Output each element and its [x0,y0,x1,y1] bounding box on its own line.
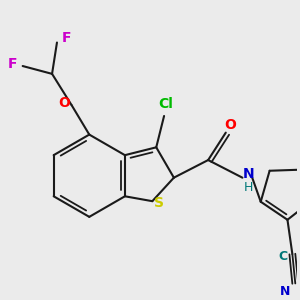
Text: N: N [280,285,291,298]
Text: O: O [58,96,70,110]
Text: F: F [62,31,71,45]
Text: F: F [8,57,18,71]
Text: C: C [278,250,287,262]
Text: Cl: Cl [159,97,173,111]
Text: H: H [244,181,253,194]
Text: O: O [225,118,237,132]
Text: N: N [242,167,254,181]
Text: S: S [154,196,164,210]
